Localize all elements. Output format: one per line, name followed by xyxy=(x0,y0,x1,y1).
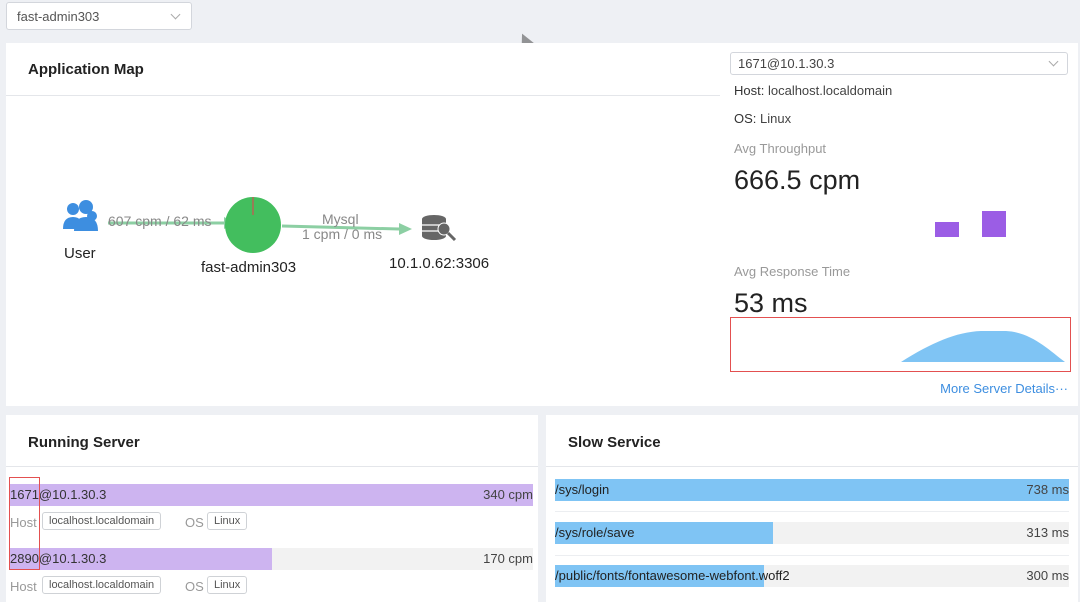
edge-label-db-stats: 1 cpm / 0 ms xyxy=(302,226,383,242)
server-os-info: OS: Linux xyxy=(734,111,791,126)
server-host-value: localhost.localdomain xyxy=(767,83,893,98)
slow-service-divider xyxy=(546,466,1078,467)
topology-graph xyxy=(63,197,457,253)
slow-service-name: /sys/login xyxy=(555,482,610,497)
running-server-bar-fill xyxy=(10,484,533,506)
application-map-card: Application Map 607 cpm / 62 ms xyxy=(6,43,1078,406)
running-server-value: 340 cpm xyxy=(483,487,533,502)
application-select[interactable]: fast-admin303 xyxy=(6,2,192,30)
slow-service-name: /public/fonts/fontawesome-webfont.woff2 xyxy=(555,568,790,583)
edge-label-db-type: Mysql xyxy=(322,211,359,227)
slow-service-bar-fill xyxy=(555,522,773,544)
avg-response-label: Avg Response Time xyxy=(734,264,851,279)
service-node[interactable] xyxy=(225,197,281,253)
running-server-name: 2890@10.1.30.3 xyxy=(10,551,107,566)
response-time-chart xyxy=(730,317,1071,372)
response-time-area xyxy=(901,331,1065,362)
running-server-host-tag: localhost.localdomain xyxy=(42,576,162,594)
slow-service-bar-fill xyxy=(555,479,1069,501)
running-server-os-key: OS xyxy=(185,579,204,594)
throughput-bar xyxy=(982,211,1006,237)
running-server-host-tag: localhost.localdomain xyxy=(42,512,162,530)
chevron-down-icon xyxy=(1048,56,1059,67)
edge-service-db xyxy=(281,224,400,231)
running-server-card: Running Server 1671@10.1.30.3 340 cpm Ho… xyxy=(6,415,538,602)
row-separator xyxy=(555,511,1069,512)
node-label-database: 10.1.0.62:3306 xyxy=(389,255,490,272)
user-icon[interactable] xyxy=(63,200,98,231)
running-server-name: 1671@10.1.30.3 xyxy=(10,487,107,502)
running-server-os-tag: Linux xyxy=(207,512,248,530)
slow-service-name: /sys/role/save xyxy=(555,525,635,540)
running-server-bar[interactable] xyxy=(10,484,533,506)
server-host-info: Host: localhost.localdomain xyxy=(734,83,892,98)
slow-service-bar-fill xyxy=(555,565,764,587)
more-server-details-link[interactable]: More Server Details··· xyxy=(940,381,1068,396)
edge-label-user-service: 607 cpm / 62 ms xyxy=(108,213,212,229)
running-server-host-key: Host xyxy=(10,579,37,594)
avg-response-value: 53 ms xyxy=(734,288,808,318)
throughput-bar xyxy=(935,222,959,237)
chevron-down-icon xyxy=(170,9,181,20)
database-icon[interactable] xyxy=(422,215,457,242)
edge-service-db-arrow xyxy=(399,223,412,235)
highlight-box xyxy=(9,477,40,570)
avg-throughput-value: 666.5 cpm xyxy=(734,165,861,195)
running-server-os-tag: Linux xyxy=(207,576,248,594)
row-separator xyxy=(555,555,1069,556)
node-label-user: User xyxy=(64,245,96,262)
running-server-value: 170 cpm xyxy=(483,551,533,566)
server-select-value: 1671@10.1.30.3 xyxy=(738,56,835,71)
slow-service-bar[interactable] xyxy=(555,522,1069,544)
slow-service-bar[interactable] xyxy=(555,479,1069,501)
running-server-bar[interactable] xyxy=(10,548,533,570)
application-map-divider xyxy=(6,95,720,96)
application-map-title: Application Map xyxy=(28,61,144,78)
slow-service-title: Slow Service xyxy=(568,434,661,451)
slow-service-bar[interactable] xyxy=(555,565,1069,587)
slow-service-value: 738 ms xyxy=(1026,482,1069,497)
slow-service-value: 313 ms xyxy=(1026,525,1069,540)
slow-service-value: 300 ms xyxy=(1026,568,1069,583)
running-server-title: Running Server xyxy=(28,434,140,451)
server-select[interactable]: 1671@10.1.30.3 xyxy=(730,52,1068,75)
slow-service-card: Slow Service /sys/login 738 ms /sys/role… xyxy=(546,415,1078,602)
node-label-service: fast-admin303 xyxy=(201,259,297,276)
server-os-label: OS: xyxy=(734,111,757,126)
application-select-value: fast-admin303 xyxy=(17,9,100,24)
avg-throughput-label: Avg Throughput xyxy=(734,141,827,156)
server-os-value: Linux xyxy=(760,111,792,126)
server-host-label: Host: xyxy=(734,83,765,98)
running-server-os-key: OS xyxy=(185,515,204,530)
running-server-bar-fill xyxy=(10,548,272,570)
running-server-divider xyxy=(6,466,538,467)
running-server-host-key: Host xyxy=(10,515,37,530)
